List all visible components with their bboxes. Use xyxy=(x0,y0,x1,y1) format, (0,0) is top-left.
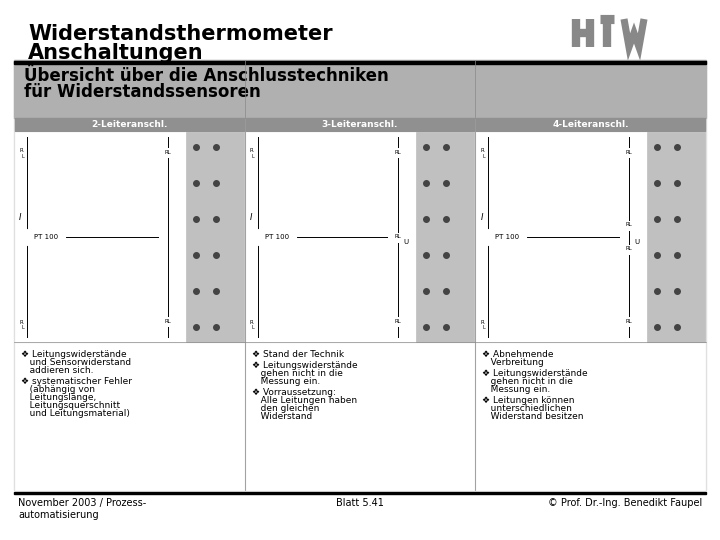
Text: RL: RL xyxy=(626,246,632,252)
Text: L: L xyxy=(21,325,24,330)
Text: RL: RL xyxy=(395,150,402,155)
Text: R: R xyxy=(250,147,253,152)
Text: Leitungsquerschnitt: Leitungsquerschnitt xyxy=(21,401,120,410)
Bar xyxy=(388,233,408,241)
Text: U: U xyxy=(404,239,409,245)
Text: und Leitungsmaterial): und Leitungsmaterial) xyxy=(21,409,130,418)
Text: addieren sich.: addieren sich. xyxy=(21,366,94,375)
Bar xyxy=(15,118,243,131)
Text: ❖ systematischer Fehler: ❖ systematischer Fehler xyxy=(21,377,132,386)
Text: Messung ein.: Messung ein. xyxy=(482,385,551,394)
Text: ❖ Stand der Technik: ❖ Stand der Technik xyxy=(252,350,343,359)
Text: R: R xyxy=(19,147,23,152)
Text: L: L xyxy=(482,154,485,159)
Text: ❖ Leitungen können: ❖ Leitungen können xyxy=(482,396,575,405)
Text: R: R xyxy=(480,147,484,152)
Text: Leitungslänge,: Leitungslänge, xyxy=(21,393,96,402)
Text: Übersicht über die Anschlusstechniken: Übersicht über die Anschlusstechniken xyxy=(24,67,389,85)
Text: Messung ein.: Messung ein. xyxy=(252,377,320,386)
Text: 3-Leiteranschl.: 3-Leiteranschl. xyxy=(322,120,398,129)
Text: unterschiedlichen: unterschiedlichen xyxy=(482,404,572,413)
Text: RL: RL xyxy=(626,319,632,324)
Bar xyxy=(246,132,416,342)
Text: ❖ Vorraussetzung:: ❖ Vorraussetzung: xyxy=(252,388,336,397)
Bar xyxy=(15,343,243,490)
Text: L: L xyxy=(252,325,254,330)
Bar xyxy=(619,148,639,157)
Text: Widerstandsthermometer: Widerstandsthermometer xyxy=(28,24,333,44)
Bar xyxy=(14,492,706,494)
Text: © Prof. Dr.-Ing. Benedikt Faupel: © Prof. Dr.-Ing. Benedikt Faupel xyxy=(548,498,702,508)
Text: 2-Leiteranschl.: 2-Leiteranschl. xyxy=(91,120,168,129)
Bar xyxy=(246,118,474,131)
Text: R: R xyxy=(480,320,484,325)
Text: PT 100: PT 100 xyxy=(34,234,58,240)
Text: Verbreitung: Verbreitung xyxy=(482,358,544,367)
Text: RL: RL xyxy=(395,234,402,240)
Bar xyxy=(246,343,474,490)
Bar xyxy=(15,132,186,342)
Text: gehen nicht in die: gehen nicht in die xyxy=(482,377,573,386)
Bar xyxy=(477,343,705,490)
Text: PT 100: PT 100 xyxy=(265,234,289,240)
Text: Anschaltungen: Anschaltungen xyxy=(28,43,204,63)
Bar xyxy=(619,317,639,326)
Text: RL: RL xyxy=(626,222,632,227)
Text: L: L xyxy=(482,325,485,330)
Bar xyxy=(14,60,706,118)
Text: U: U xyxy=(634,239,639,245)
Bar xyxy=(619,220,639,230)
Text: R: R xyxy=(19,320,23,325)
Bar xyxy=(388,148,408,157)
Text: Blatt 5.41: Blatt 5.41 xyxy=(336,498,384,508)
Bar xyxy=(488,229,526,245)
Bar xyxy=(186,132,243,342)
Bar xyxy=(14,60,706,64)
Text: R: R xyxy=(250,320,253,325)
Bar xyxy=(477,118,705,131)
Text: I: I xyxy=(250,213,252,221)
Text: Widerstand besitzen: Widerstand besitzen xyxy=(482,412,584,421)
Text: PT 100: PT 100 xyxy=(495,234,519,240)
Text: ❖ Leitungswiderstände: ❖ Leitungswiderstände xyxy=(482,369,588,378)
Text: Alle Leitungen haben: Alle Leitungen haben xyxy=(252,396,357,405)
Text: RL: RL xyxy=(164,319,171,324)
Text: Widerstand: Widerstand xyxy=(252,412,312,421)
Text: 4-Leiteranschl.: 4-Leiteranschl. xyxy=(552,120,629,129)
Text: L: L xyxy=(21,154,24,159)
Text: den gleichen: den gleichen xyxy=(252,404,319,413)
Bar xyxy=(27,229,65,245)
Text: RL: RL xyxy=(164,150,171,155)
Bar xyxy=(158,148,178,157)
Text: gehen nicht in die: gehen nicht in die xyxy=(252,369,343,378)
Text: (abhängig von: (abhängig von xyxy=(21,385,95,394)
Text: I: I xyxy=(19,213,22,221)
Text: RL: RL xyxy=(626,150,632,155)
Bar xyxy=(619,245,639,253)
Bar xyxy=(416,132,474,342)
Bar xyxy=(477,132,647,342)
Text: ❖ Leitungswiderstände: ❖ Leitungswiderstände xyxy=(252,361,357,370)
Bar xyxy=(14,60,706,490)
Text: ❖ Abnehmende: ❖ Abnehmende xyxy=(482,350,554,359)
Bar xyxy=(258,229,296,245)
Bar xyxy=(158,317,178,326)
Text: I: I xyxy=(480,213,483,221)
Text: November 2003 / Prozess-
automatisierung: November 2003 / Prozess- automatisierung xyxy=(18,498,146,519)
Bar xyxy=(388,317,408,326)
Bar xyxy=(647,132,705,342)
Text: und Sensorwiderstand: und Sensorwiderstand xyxy=(21,358,131,367)
Text: für Widerstandssensoren: für Widerstandssensoren xyxy=(24,83,261,101)
Text: RL: RL xyxy=(395,319,402,324)
Text: ❖ Leitungswiderstände: ❖ Leitungswiderstände xyxy=(21,350,127,359)
Text: L: L xyxy=(252,154,254,159)
